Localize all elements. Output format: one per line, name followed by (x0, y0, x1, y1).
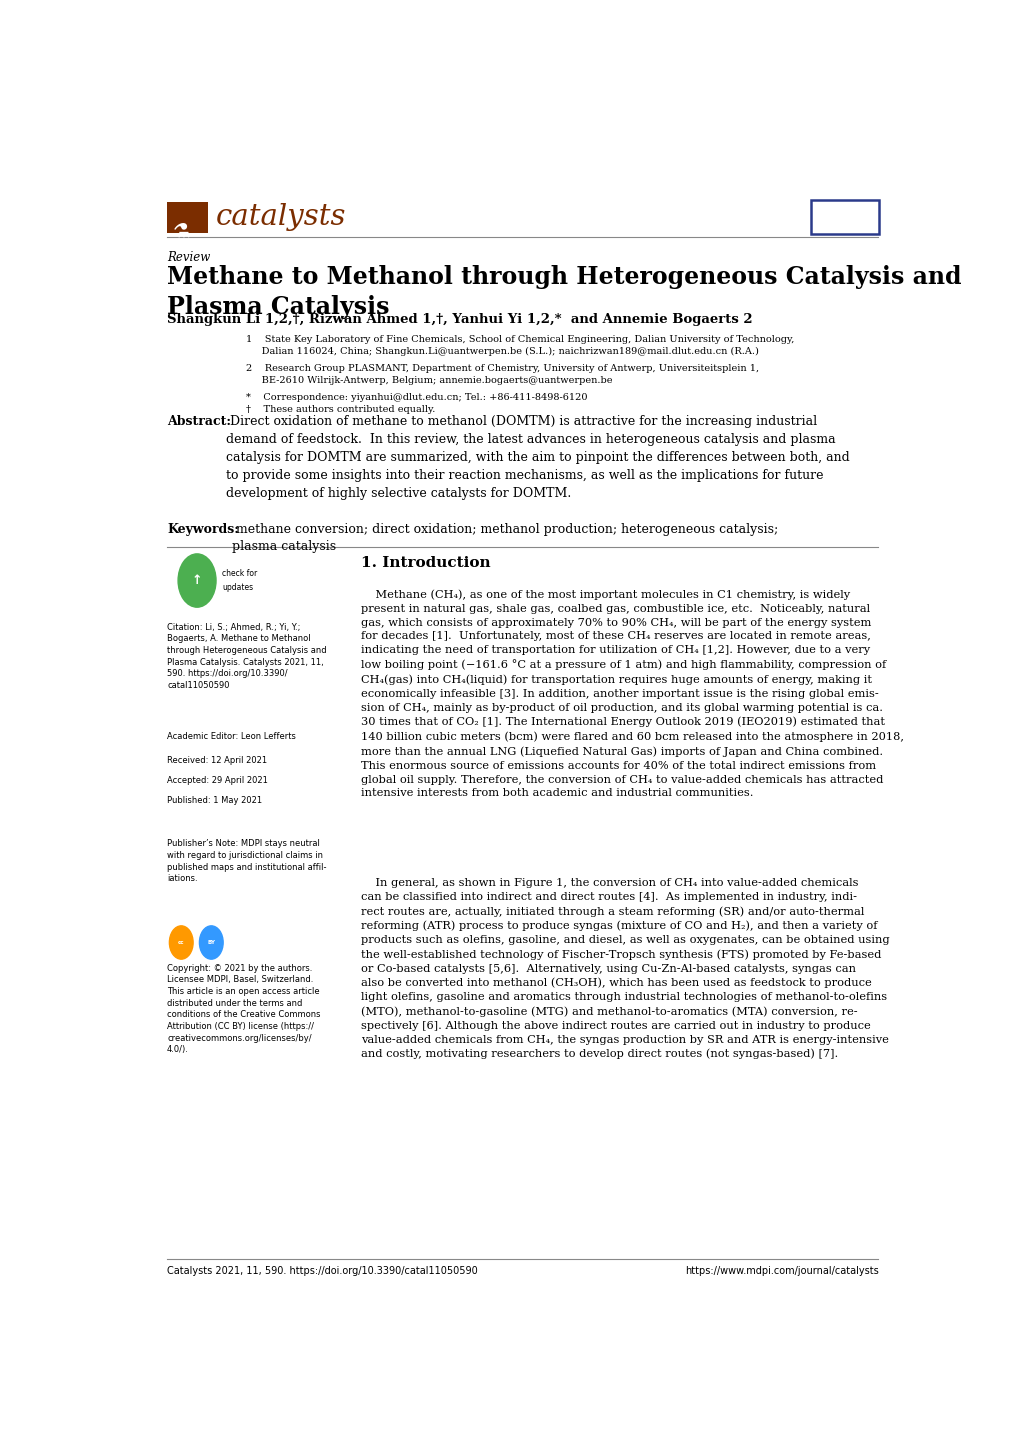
Circle shape (178, 554, 216, 607)
Text: Keywords:: Keywords: (167, 523, 238, 536)
Text: Methane (CH₄), as one of the most important molecules in C1 chemistry, is widely: Methane (CH₄), as one of the most import… (361, 590, 903, 799)
Text: Copyright: © 2021 by the authors.
Licensee MDPI, Basel, Switzerland.
This articl: Copyright: © 2021 by the authors. Licens… (167, 963, 320, 1054)
Text: *    Correspondence: yiyanhui@dlut.edu.cn; Tel.: +86-411-8498-6120: * Correspondence: yiyanhui@dlut.edu.cn; … (246, 392, 587, 402)
Text: methane conversion; direct oxidation; methanol production; heterogeneous catalys: methane conversion; direct oxidation; me… (231, 523, 777, 554)
Text: Abstract:: Abstract: (167, 415, 230, 428)
Text: Shangkun Li 1,2,†, Rizwan Ahmed 1,†, Yanhui Yi 1,2,*  and Annemie Bogaerts 2: Shangkun Li 1,2,†, Rizwan Ahmed 1,†, Yan… (167, 313, 752, 326)
Text: BY: BY (207, 940, 215, 945)
FancyBboxPatch shape (167, 202, 208, 234)
Text: Published: 1 May 2021: Published: 1 May 2021 (167, 796, 262, 805)
Text: Review: Review (167, 251, 210, 264)
Text: Accepted: 29 April 2021: Accepted: 29 April 2021 (167, 776, 268, 784)
Text: In general, as shown in Figure 1, the conversion of CH₄ into value-added chemica: In general, as shown in Figure 1, the co… (361, 878, 889, 1060)
Text: 1. Introduction: 1. Introduction (361, 557, 490, 570)
Text: cc: cc (178, 940, 184, 945)
Text: MDPI: MDPI (824, 211, 865, 224)
Text: Citation: Li, S.; Ahmed, R.; Yi, Y.;
Bogaerts, A. Methane to Methanol
through He: Citation: Li, S.; Ahmed, R.; Yi, Y.; Bog… (167, 623, 326, 691)
Text: updates: updates (222, 583, 254, 591)
Text: Catalysts 2021, 11, 590. https://doi.org/10.3390/catal11050590: Catalysts 2021, 11, 590. https://doi.org… (167, 1266, 477, 1276)
Text: check for: check for (222, 570, 258, 578)
Text: https://www.mdpi.com/journal/catalysts: https://www.mdpi.com/journal/catalysts (684, 1266, 877, 1276)
Circle shape (200, 926, 223, 959)
Text: ⚗: ⚗ (172, 222, 190, 241)
Text: 2    Research Group PLASMANT, Department of Chemistry, University of Antwerp, Un: 2 Research Group PLASMANT, Department of… (246, 363, 758, 385)
Text: Methane to Methanol through Heterogeneous Catalysis and
Plasma Catalysis: Methane to Methanol through Heterogeneou… (167, 265, 961, 319)
Text: Publisher’s Note: MDPI stays neutral
with regard to jurisdictional claims in
pub: Publisher’s Note: MDPI stays neutral wit… (167, 839, 326, 883)
Text: Direct oxidation of methane to methanol (DOMTM) is attractive for the increasing: Direct oxidation of methane to methanol … (225, 415, 849, 500)
Text: Academic Editor: Leon Lefferts: Academic Editor: Leon Lefferts (167, 731, 296, 741)
Text: catalysts: catalysts (216, 203, 346, 232)
Text: ↑: ↑ (192, 574, 202, 587)
FancyBboxPatch shape (810, 199, 878, 234)
Circle shape (169, 926, 193, 959)
Text: Received: 12 April 2021: Received: 12 April 2021 (167, 756, 267, 764)
Text: 1    State Key Laboratory of Fine Chemicals, School of Chemical Engineering, Dal: 1 State Key Laboratory of Fine Chemicals… (246, 335, 794, 356)
Text: †    These authors contributed equally.: † These authors contributed equally. (246, 405, 435, 414)
